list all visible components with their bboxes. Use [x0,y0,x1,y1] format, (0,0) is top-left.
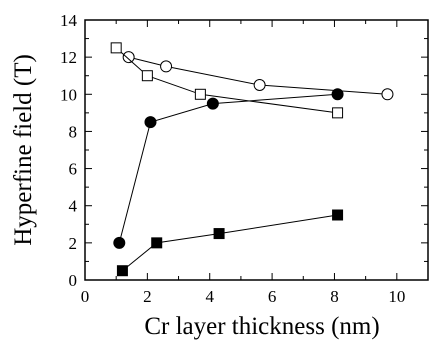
series-line [128,56,388,95]
series-line [122,214,338,272]
series-line [115,47,338,114]
x-tick-label: 10 [388,287,405,306]
data-point [141,70,153,82]
x-tick-label: 2 [143,287,152,306]
series-filled-circle [113,88,344,249]
data-point [332,107,344,119]
data-point [110,42,122,54]
y-tick-label: 12 [60,48,77,67]
data-point [206,97,219,110]
x-tick-label: 6 [268,287,277,306]
y-tick-label: 2 [69,234,78,253]
data-point [144,116,157,129]
y-axis-title: Hyperfine field (T) [10,54,37,246]
y-tick-label: 8 [69,122,78,141]
y-tick-label: 4 [69,197,78,216]
data-point [213,228,225,240]
data-point [122,51,135,64]
data-point [160,60,173,73]
series-layer [110,42,394,277]
data-point [113,236,126,249]
data-point [253,79,266,91]
data-point [332,209,344,221]
data-point [151,237,163,249]
y-tick-label: 14 [60,11,78,30]
series-open-square [110,42,344,119]
ticks: 0 2 4 6 8 10 0 2 4 6 8 10 12 14 [60,11,429,306]
y-tick-label: 0 [69,271,78,290]
x-tick-label: 8 [330,287,339,306]
series-filled-square [116,209,344,277]
y-tick-label: 10 [60,85,77,104]
data-point [381,88,394,101]
series-open-circle [122,51,394,101]
x-axis-title: Cr layer thickness (nm) [144,313,379,340]
x-tick-label: 4 [205,287,214,306]
x-tick-label: 0 [81,287,90,306]
data-point [331,88,344,101]
series-line [118,93,338,244]
data-point [194,88,206,100]
data-point [116,265,128,277]
y-tick-label: 6 [69,160,78,179]
